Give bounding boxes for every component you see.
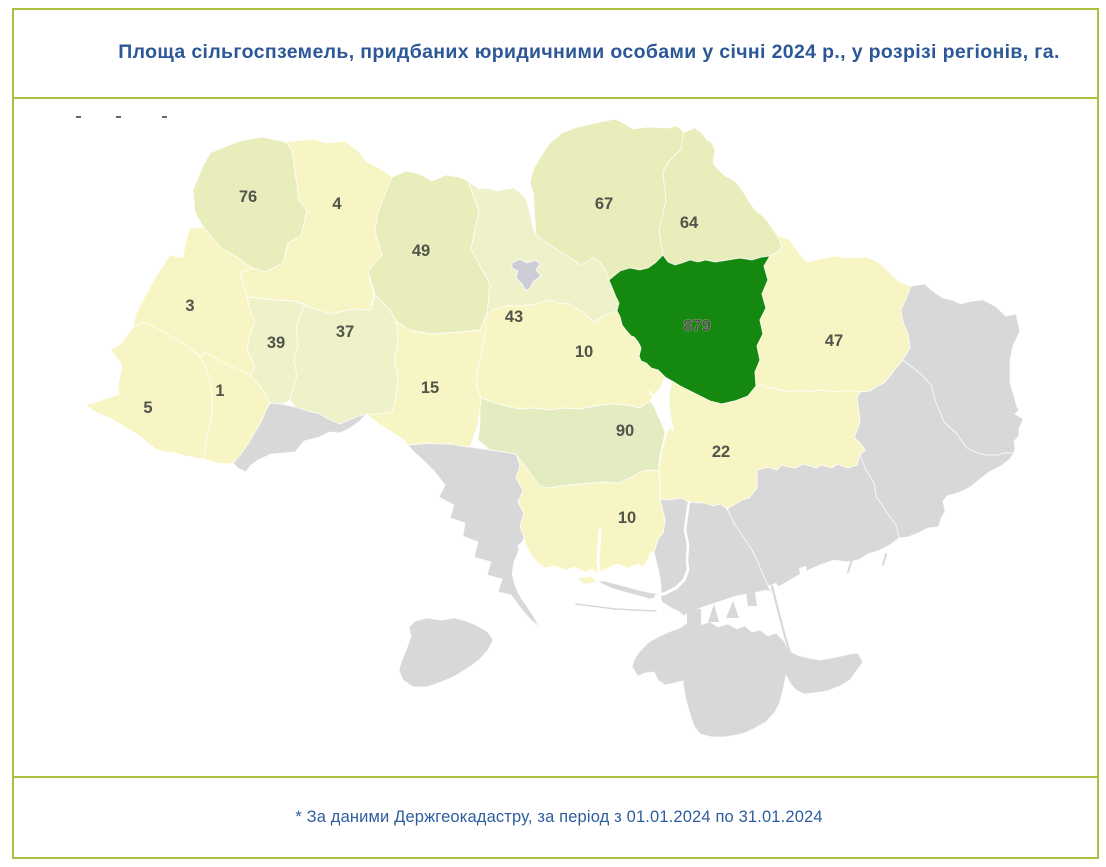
svg-text:22: 22 — [712, 443, 730, 461]
svg-text:3: 3 — [185, 297, 194, 315]
svg-text:879: 879 — [683, 317, 711, 335]
svg-text:43: 43 — [505, 308, 523, 326]
svg-text:90: 90 — [616, 422, 634, 440]
svg-text:10: 10 — [618, 509, 636, 527]
svg-text:5: 5 — [143, 399, 152, 417]
svg-text:76: 76 — [239, 188, 257, 206]
svg-text:39: 39 — [267, 334, 285, 352]
svg-text:49: 49 — [412, 242, 430, 260]
svg-text:64: 64 — [680, 214, 699, 232]
svg-text:47: 47 — [825, 332, 843, 350]
svg-text:10: 10 — [575, 343, 593, 361]
svg-text:15: 15 — [421, 379, 439, 397]
svg-text:4: 4 — [332, 195, 342, 213]
svg-text:67: 67 — [595, 195, 613, 213]
svg-text:37: 37 — [336, 323, 354, 341]
svg-text:1: 1 — [215, 382, 224, 400]
